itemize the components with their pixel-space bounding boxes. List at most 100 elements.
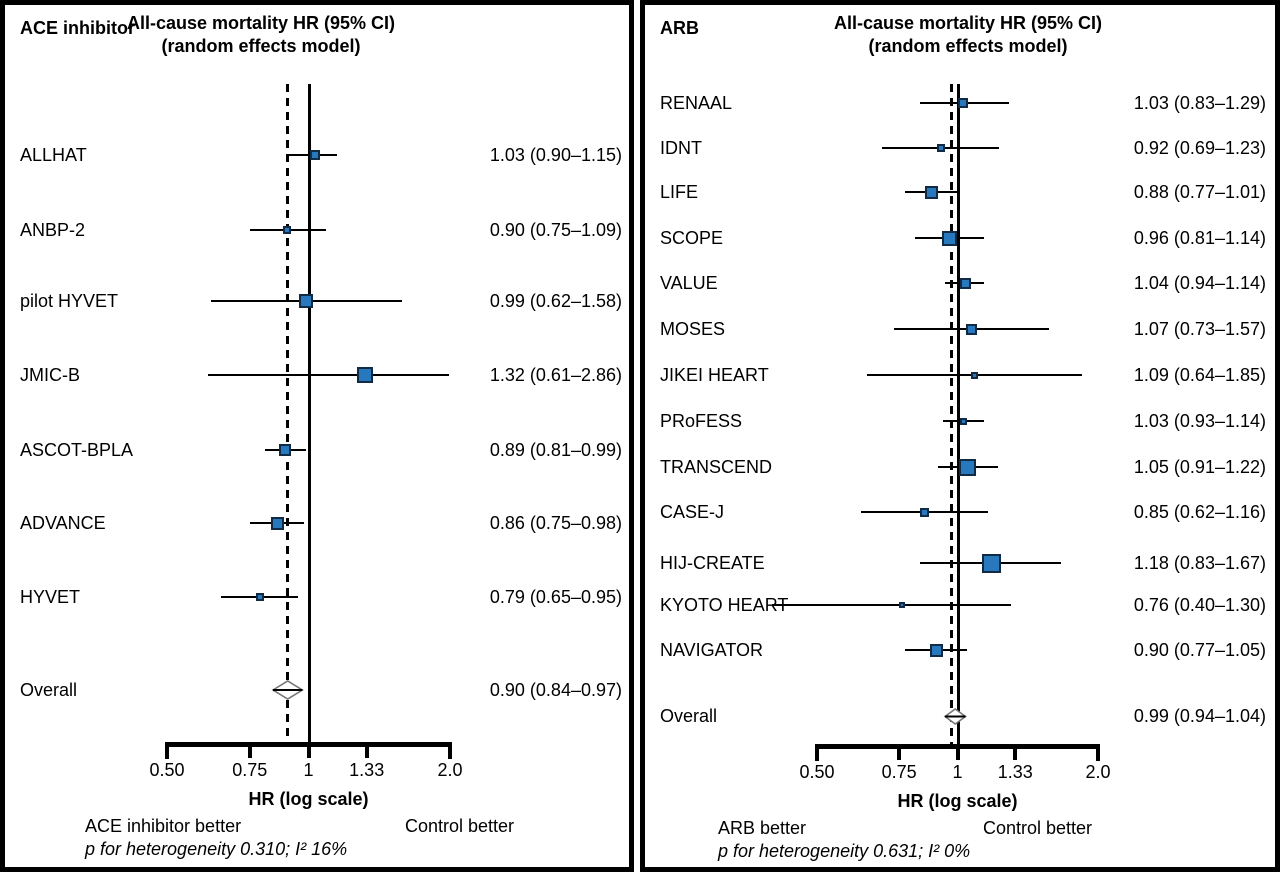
panel-title-line2: (random effects model) xyxy=(868,36,1068,56)
study-label: VALUE xyxy=(660,272,718,294)
hr-value: 0.86 (0.75–0.98) xyxy=(489,513,622,533)
hr-square-marker xyxy=(929,643,943,657)
x-axis-tick xyxy=(897,748,902,760)
study-label: NAVIGATOR xyxy=(660,639,764,661)
hr-square-marker xyxy=(959,417,967,425)
hr-value: 1.03 (0.93–1.14) xyxy=(1133,411,1266,431)
x-axis-title: HR (log scale) xyxy=(248,789,369,809)
hr-square-marker xyxy=(941,230,957,246)
hr-square-marker xyxy=(898,602,905,608)
hr-square-marker xyxy=(271,516,285,530)
panel-title-line2: (random effects model) xyxy=(161,36,361,56)
overall-estimate-dashed-line xyxy=(950,84,954,746)
hr-value: 0.89 (0.81–0.99) xyxy=(489,440,622,460)
hr-square-marker xyxy=(936,144,945,152)
right-better-label: Control better xyxy=(983,818,1093,838)
x-axis-tick-label: 1.33 xyxy=(997,762,1033,782)
heterogeneity-text: p for heterogeneity 0.310; I² 16% xyxy=(85,839,348,859)
x-axis-tick xyxy=(1096,748,1100,761)
study-label: SCOPE xyxy=(660,227,724,249)
x-axis-title: HR (log scale) xyxy=(897,791,1018,811)
hr-square-marker xyxy=(299,294,314,308)
ci-whisker xyxy=(771,604,1011,606)
x-axis-tick-label: 0.75 xyxy=(881,762,917,782)
hr-value: 1.03 (0.83–1.29) xyxy=(1133,93,1266,113)
overall-diamond xyxy=(271,680,304,700)
x-axis-tick-label: 1.33 xyxy=(349,760,385,780)
heterogeneity-text: p for heterogeneity 0.631; I² 0% xyxy=(718,841,971,861)
x-axis-tick xyxy=(1013,748,1018,760)
hr-value: 0.85 (0.62–1.16) xyxy=(1133,502,1266,522)
hr-value: 1.09 (0.64–1.85) xyxy=(1133,365,1266,385)
hr-value: 0.96 (0.81–1.14) xyxy=(1133,228,1266,248)
study-label: TRANSCEND xyxy=(660,456,773,478)
x-axis-tick xyxy=(815,748,819,761)
study-label: CASE-J xyxy=(660,501,725,523)
panel-group-label: ACE inhibitor xyxy=(20,18,135,38)
x-axis-tick xyxy=(247,746,252,758)
study-label: LIFE xyxy=(660,181,699,203)
hr-value: 0.90 (0.77–1.05) xyxy=(1133,640,1266,660)
study-label: HYVET xyxy=(20,586,81,608)
left-better-label: ACE inhibitor better xyxy=(85,816,242,836)
hr-square-marker xyxy=(958,98,969,108)
x-axis-line xyxy=(815,744,1100,749)
x-axis-tick-label: 0.50 xyxy=(799,762,835,782)
x-axis-tick xyxy=(165,746,169,759)
x-axis-line xyxy=(165,742,452,747)
reference-line-hr1 xyxy=(307,84,311,744)
study-label: ADVANCE xyxy=(20,512,106,534)
study-label: pilot HYVET xyxy=(20,290,119,312)
panel-title-line1: All-cause mortality HR (95% CI) xyxy=(833,13,1103,33)
overall-hr-value: 0.99 (0.94–1.04) xyxy=(1133,706,1266,726)
overall-estimate-dashed-line xyxy=(285,84,289,744)
study-label: JMIC-B xyxy=(20,364,80,386)
overall-diamond xyxy=(943,707,967,725)
hr-square-marker xyxy=(959,277,971,289)
forest-panel-ace-inhibitor: ACE inhibitor All-cause mortality HR (95%… xyxy=(0,0,634,872)
hr-square-marker xyxy=(282,226,291,234)
hr-value: 0.99 (0.62–1.58) xyxy=(489,291,622,311)
hr-value: 1.04 (0.94–1.14) xyxy=(1133,273,1266,293)
hr-square-marker xyxy=(920,507,930,517)
hr-value: 0.88 (0.77–1.01) xyxy=(1133,182,1266,202)
x-axis-tick-label: 1 xyxy=(303,760,314,780)
hr-value: 1.05 (0.91–1.22) xyxy=(1133,457,1266,477)
study-label: IDNT xyxy=(660,137,702,159)
study-label: HIJ-CREATE xyxy=(660,552,765,574)
reference-line-hr1 xyxy=(956,84,960,746)
hr-value: 1.03 (0.90–1.15) xyxy=(489,145,622,165)
hr-value: 0.92 (0.69–1.23) xyxy=(1133,138,1266,158)
panel-title-line1: All-cause mortality HR (95% CI) xyxy=(126,13,396,33)
x-axis-tick-label: 2.0 xyxy=(437,760,463,780)
hr-value: 0.76 (0.40–1.30) xyxy=(1133,595,1266,615)
hr-value: 0.90 (0.75–1.09) xyxy=(489,220,622,240)
hr-square-marker xyxy=(965,323,977,335)
x-axis-tick-label: 1 xyxy=(952,762,963,782)
hr-square-marker xyxy=(357,367,374,383)
panel-group-label: ARB xyxy=(660,18,699,38)
forest-panel-arb: ARB All-cause mortality HR (95% CI) (rando… xyxy=(640,0,1280,872)
left-better-label: ARB better xyxy=(718,818,807,838)
hr-square-marker xyxy=(925,185,939,199)
hr-value: 1.18 (0.83–1.67) xyxy=(1133,553,1266,573)
study-label: JIKEI HEART xyxy=(660,364,769,386)
x-axis-tick xyxy=(364,746,369,758)
hr-square-marker xyxy=(256,593,265,601)
x-axis-tick-label: 0.75 xyxy=(232,760,268,780)
study-label: ALLHAT xyxy=(20,144,87,166)
overall-label: Overall xyxy=(660,705,718,727)
overall-label: Overall xyxy=(20,679,78,701)
x-axis-tick-label: 2.0 xyxy=(1085,762,1111,782)
hr-square-marker xyxy=(981,553,1001,573)
study-label: RENAAL xyxy=(660,92,733,114)
overall-hr-value: 0.90 (0.84–0.97) xyxy=(489,680,622,700)
study-label: ANBP-2 xyxy=(20,219,86,241)
study-label: PRoFESS xyxy=(660,410,743,432)
x-axis-tick xyxy=(955,748,960,760)
x-axis-tick xyxy=(306,746,311,758)
study-label: KYOTO HEART xyxy=(660,594,789,616)
study-label: ASCOT-BPLA xyxy=(20,439,134,461)
hr-square-marker xyxy=(278,444,291,456)
